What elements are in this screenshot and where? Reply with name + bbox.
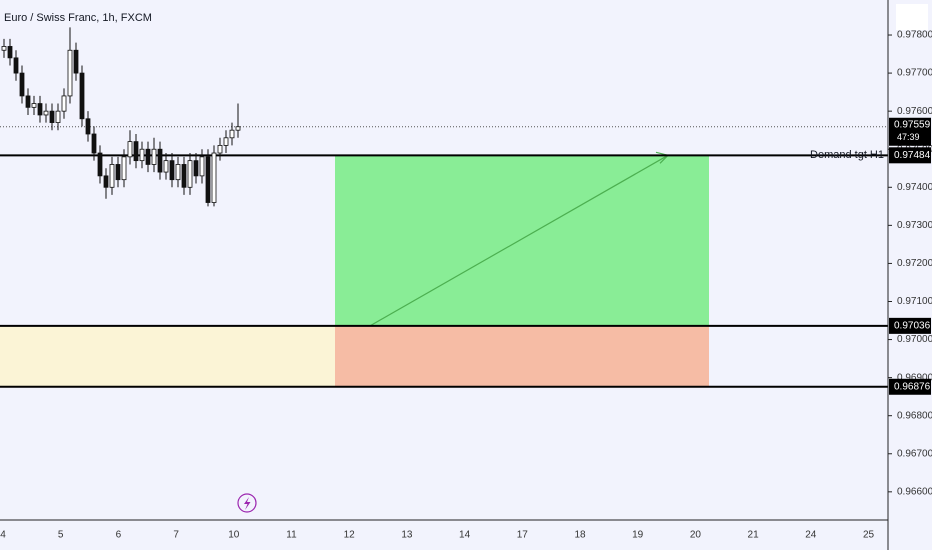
x-tick-label: 13	[401, 530, 413, 541]
candle-body	[151, 148, 157, 165]
candle-body	[199, 156, 205, 177]
x-tick-label: 6	[116, 530, 122, 541]
candle-body	[55, 110, 61, 123]
candle-body	[139, 148, 145, 162]
x-tick-label: 21	[748, 530, 760, 541]
candle-body	[169, 160, 175, 181]
candle-body	[25, 95, 31, 108]
candle-body	[121, 156, 127, 181]
x-tick-label: 25	[863, 530, 875, 541]
candle-body	[205, 156, 211, 203]
candle-body	[187, 160, 193, 188]
y-tick-label: 0.97700	[897, 68, 932, 79]
candle-body	[211, 152, 217, 203]
candle-body	[163, 160, 169, 173]
chart-title: Euro / Swiss Franc, 1h, FXCM	[4, 12, 152, 24]
level-price-box	[889, 378, 931, 395]
last-price-box	[889, 117, 931, 146]
y-tick-label: 0.97800	[897, 30, 932, 41]
candle-body	[31, 103, 37, 108]
level-price-box	[889, 147, 931, 164]
countdown-label: 47:39	[897, 132, 920, 142]
candle-body	[37, 103, 43, 116]
level-price-label: 0.96876	[894, 381, 931, 392]
y-tick-label: 0.97300	[897, 220, 932, 231]
x-tick-label: 11	[286, 530, 297, 541]
candle-body	[79, 72, 85, 120]
y-tick-label: 0.97000	[897, 334, 932, 345]
candle-body	[7, 46, 13, 59]
candle-body	[115, 164, 121, 181]
candle-body	[61, 95, 67, 112]
candle-body	[223, 137, 229, 146]
candle-body	[97, 152, 103, 177]
candle-body	[49, 110, 55, 123]
y-tick-label: 0.97400	[897, 182, 932, 193]
candle-body	[145, 148, 151, 165]
candle-body	[229, 129, 235, 139]
level-price-label: 0.97484	[894, 150, 931, 161]
candle-body	[157, 148, 163, 173]
x-tick-label: 10	[228, 530, 240, 541]
candle-body	[175, 164, 181, 181]
y-tick-label: 0.96600	[897, 486, 932, 497]
candle-body	[1, 46, 7, 51]
candle-body	[19, 72, 25, 97]
candle-body	[109, 164, 115, 188]
trade-arrow	[369, 154, 669, 327]
level-name: Demand tgt H1	[810, 149, 884, 161]
x-tick-label: 20	[690, 530, 702, 541]
candle-body	[85, 118, 91, 135]
x-tick-label: 14	[459, 530, 471, 541]
y-tick-label: 0.96700	[897, 448, 932, 459]
candle-body	[193, 160, 199, 177]
x-tick-label: 24	[805, 530, 817, 541]
demand-zone	[0, 325, 335, 387]
candle-body	[13, 57, 19, 74]
x-tick-label: 5	[58, 530, 64, 541]
candle-body	[217, 145, 223, 154]
x-tick-label: 12	[344, 530, 356, 541]
y-tick-label: 0.96800	[897, 410, 932, 421]
candle-body	[127, 141, 133, 158]
axis-corner-box	[896, 4, 928, 30]
candle-body	[181, 164, 187, 188]
x-tick-label: 7	[173, 530, 179, 541]
x-tick-label: 18	[574, 530, 586, 541]
x-tick-label: 17	[517, 530, 529, 541]
loss-area	[335, 325, 709, 387]
y-tick-label: 0.96900	[897, 372, 932, 383]
level-price-box	[889, 317, 931, 334]
x-tick-label: 19	[632, 530, 644, 541]
level-price-label: 0.97036	[894, 320, 931, 331]
last-price-label: 0.97559	[894, 119, 931, 130]
profit-area	[335, 155, 709, 326]
candle-body	[91, 133, 97, 154]
y-tick-label: 0.97100	[897, 296, 932, 307]
candle-body	[73, 49, 79, 74]
candle-body	[43, 110, 49, 116]
candle-body	[67, 49, 73, 97]
x-tick-label: 4	[0, 530, 6, 541]
candle-body	[235, 126, 241, 131]
lightning-icon[interactable]	[237, 493, 257, 513]
y-tick-label: 0.97200	[897, 258, 932, 269]
candle-body	[103, 175, 109, 188]
candle-body	[133, 141, 139, 162]
y-tick-label: 0.97600	[897, 106, 932, 117]
